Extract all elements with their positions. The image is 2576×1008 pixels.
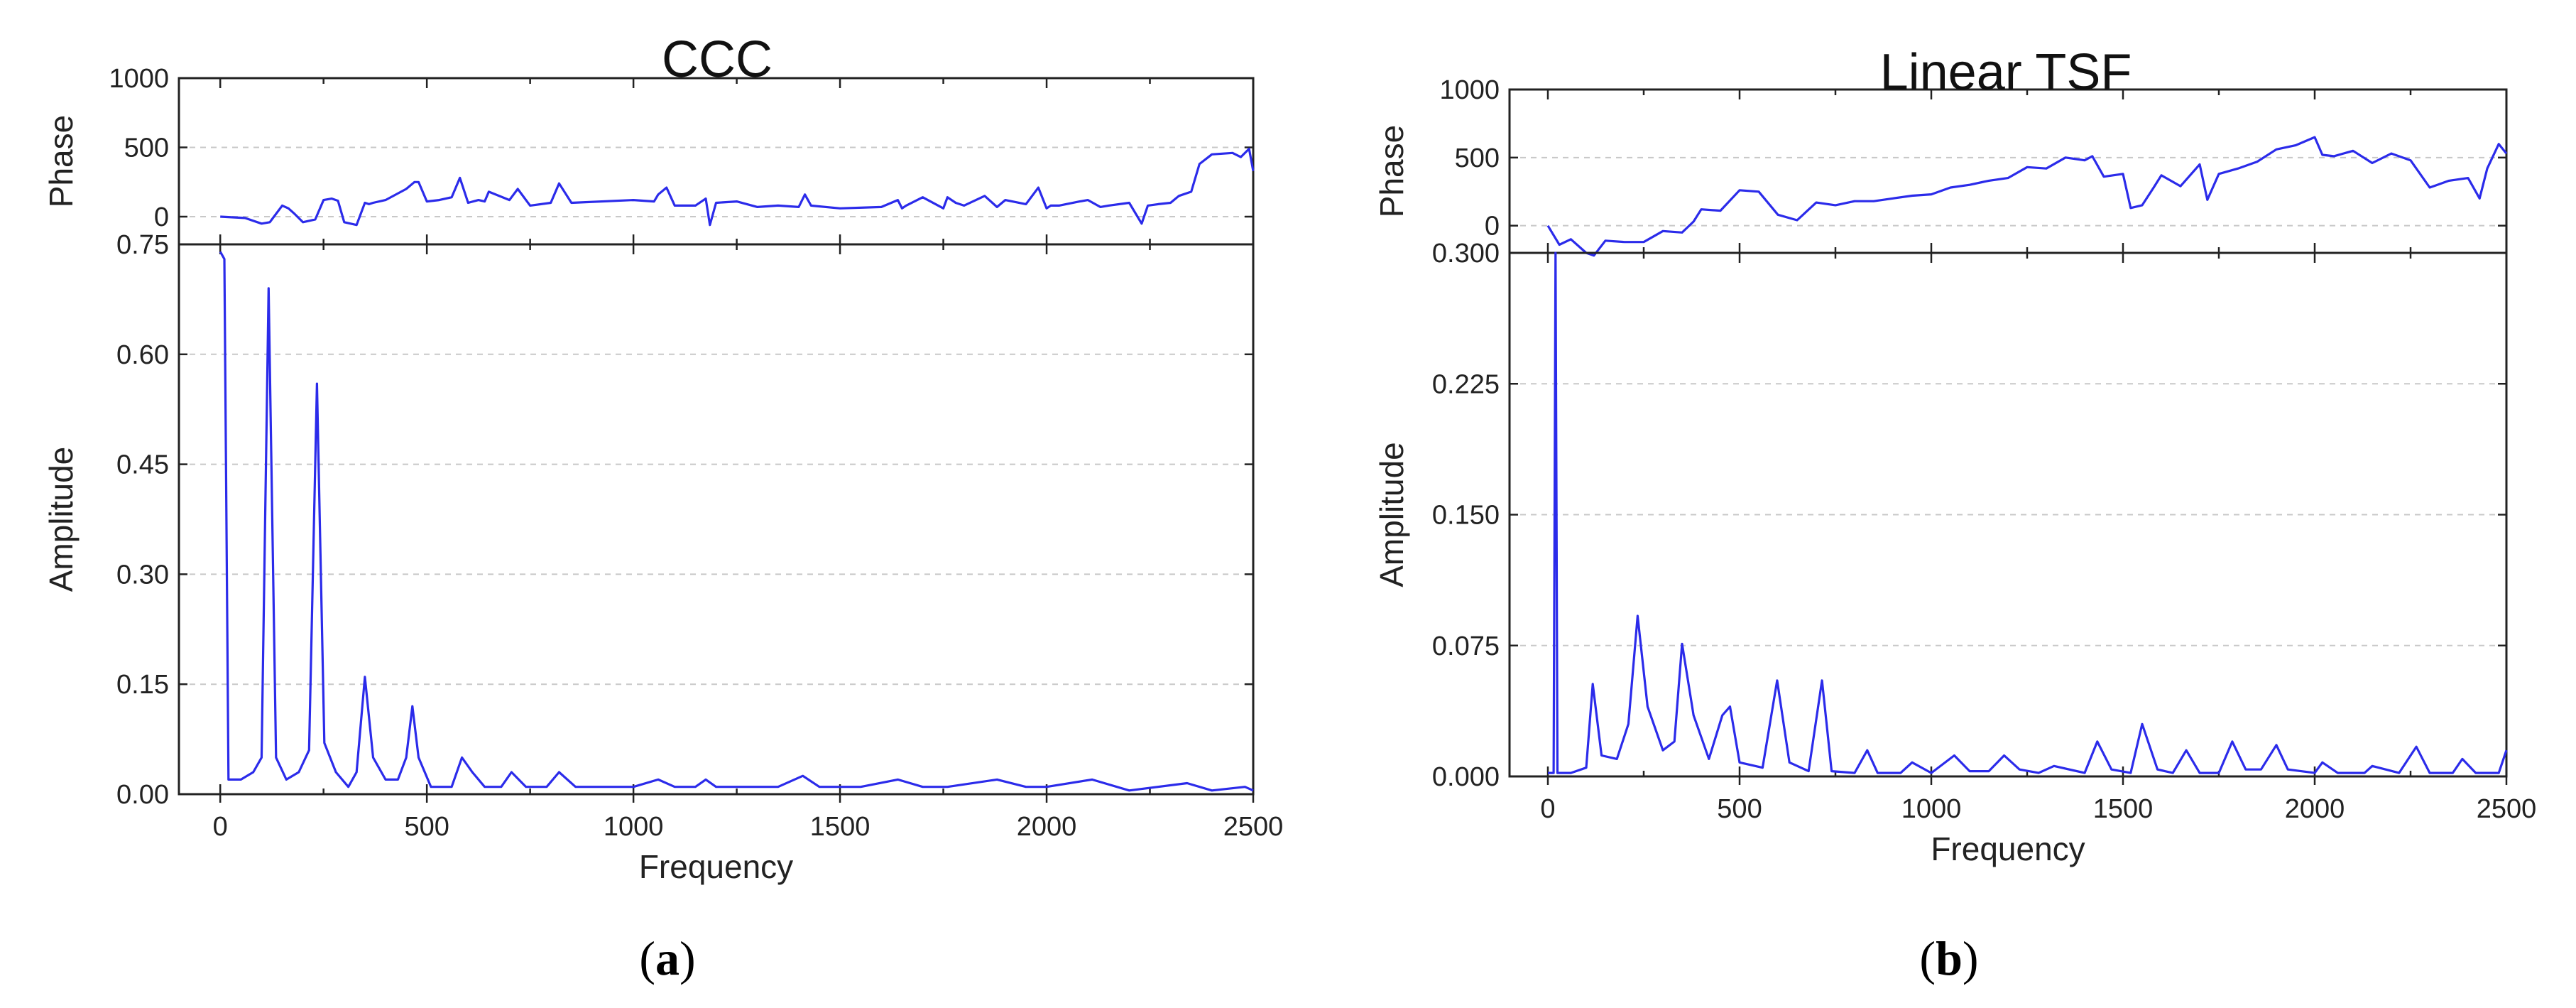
chart-title: CCC: [662, 31, 773, 88]
x-tick-label: 2000: [1017, 812, 1077, 842]
x-tick-label: 500: [1717, 794, 1762, 824]
phase-y-tick-label: 0: [1485, 212, 1500, 242]
amplitude-y-tick-label: 0.15: [116, 670, 169, 700]
x-tick-label: 1500: [810, 812, 871, 842]
amplitude-y-tick-label: 0.150: [1432, 501, 1500, 531]
phase-y-axis-label: Phase: [1373, 125, 1410, 217]
panel-caption: (b): [1919, 931, 1978, 985]
phase-series-line: [220, 147, 1255, 227]
amplitude-y-tick-label: 0.000: [1432, 762, 1500, 792]
x-axis-label: Frequency: [639, 848, 793, 885]
amplitude-y-tick-label: 0.075: [1432, 632, 1500, 661]
amplitude-series-line: [219, 251, 1254, 792]
phase-y-tick-label: 0: [154, 202, 169, 232]
phase-y-tick-label: 1000: [109, 64, 169, 94]
x-tick-label: 2500: [1223, 812, 1284, 842]
phase-y-tick-label: 500: [1455, 143, 1500, 173]
amplitude-y-tick-label: 0.00: [116, 780, 169, 810]
caption-close-paren: ): [1963, 931, 1979, 985]
caption-open-paren: (: [1919, 931, 1936, 985]
caption-close-paren: ): [680, 931, 696, 985]
amplitude-plot-frame: [178, 243, 1255, 796]
x-tick-label: 2000: [2285, 794, 2345, 824]
phase-plot-frame: [1508, 88, 2508, 254]
x-tick-label: 1000: [1901, 794, 1962, 824]
phase-y-tick-label: 1000: [1439, 75, 1500, 105]
amplitude-y-axis-label: Amplitude: [1373, 442, 1410, 587]
panel-caption: (a): [639, 931, 695, 985]
x-tick-label: 0: [213, 812, 228, 842]
amplitude-y-tick-label: 0.75: [116, 230, 169, 260]
chart-title: Linear TSF: [1880, 44, 2132, 101]
phase-y-axis-label: Phase: [43, 115, 80, 207]
phase-plot-frame: [178, 77, 1255, 246]
amplitude-y-axis-label: Amplitude: [43, 447, 80, 592]
amplitude-y-tick-label: 0.30: [116, 560, 169, 590]
amplitude-y-tick-label: 0.45: [116, 450, 169, 480]
x-tick-label: 500: [404, 812, 449, 842]
amplitude-y-tick-label: 0.225: [1432, 369, 1500, 399]
caption-letter: a: [655, 931, 680, 985]
x-tick-label: 2500: [2477, 794, 2537, 824]
amplitude-y-tick-label: 0.300: [1432, 239, 1500, 269]
phase-series-line: [1546, 136, 2508, 257]
amplitude-y-tick-label: 0.60: [116, 340, 169, 370]
x-tick-label: 1500: [2093, 794, 2154, 824]
x-tick-label: 1000: [604, 812, 664, 842]
caption-letter: b: [1936, 931, 1963, 985]
x-tick-label: 0: [1540, 794, 1555, 824]
phase-y-tick-label: 500: [124, 134, 169, 163]
x-axis-label: Frequency: [1931, 830, 2085, 867]
amplitude-series-line: [1548, 251, 2508, 774]
caption-open-paren: (: [639, 931, 655, 985]
